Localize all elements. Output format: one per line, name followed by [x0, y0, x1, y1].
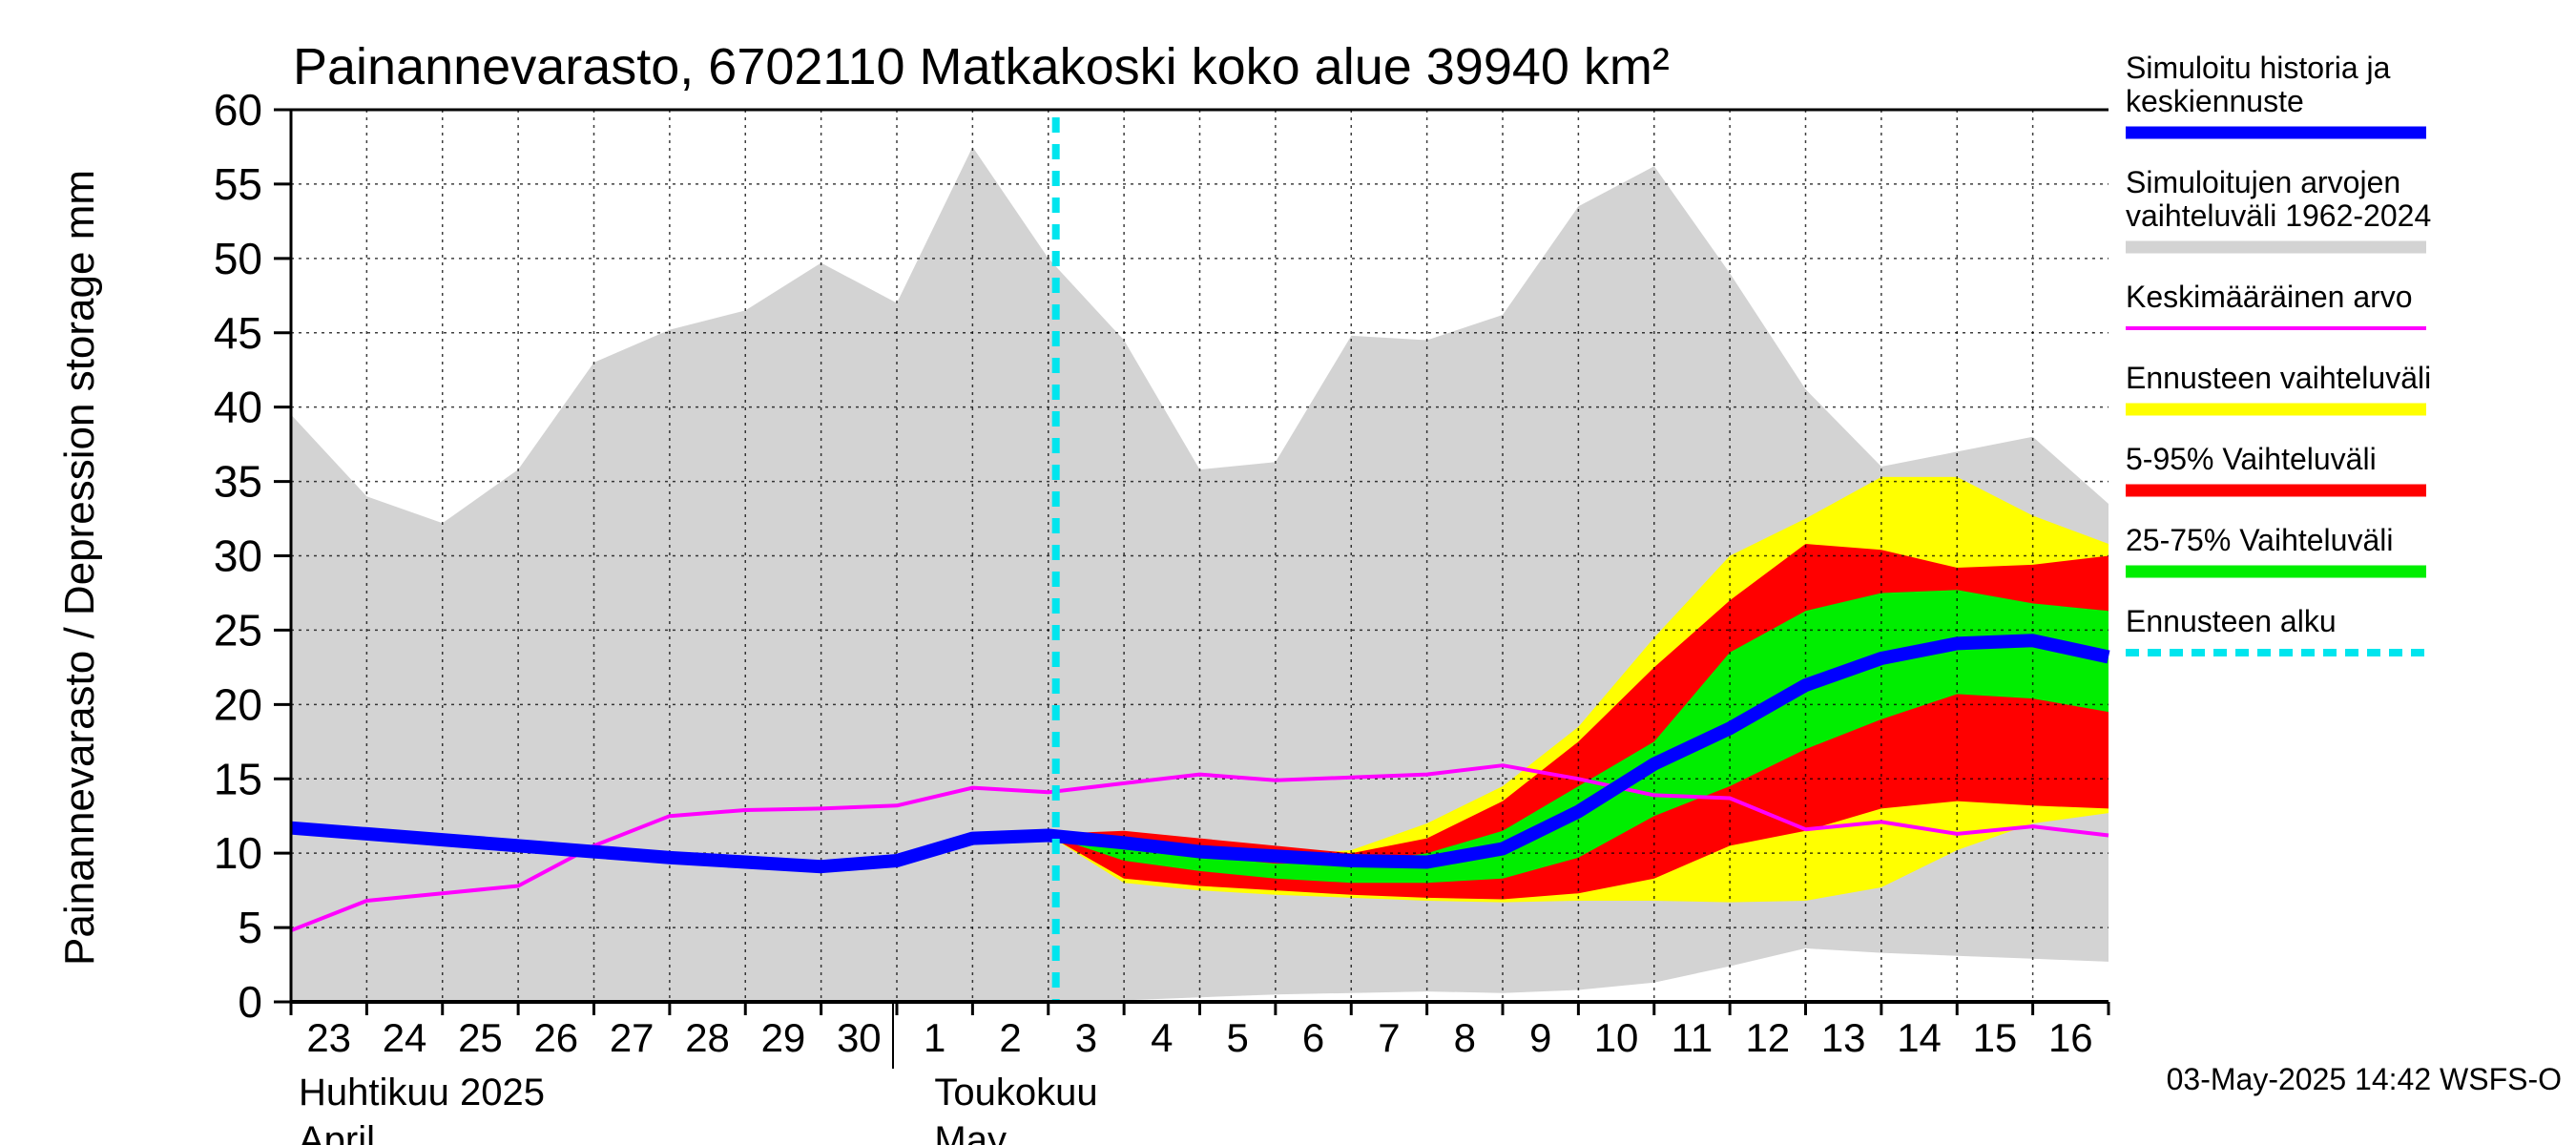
y-tick-label-60: 60 [214, 85, 262, 135]
line-simuloitu-historia-ja-keskiennuste [290, 634, 2110, 874]
month-label-0: Huhtikuu 2025 [299, 1072, 545, 1114]
month-label-1: Toukokuu [934, 1072, 1097, 1114]
x-tick-label-16: 9 [1529, 1015, 1551, 1060]
legend-label-1: Simuloitujen arvojen [2126, 165, 2400, 199]
x-tick-label-1: 24 [383, 1015, 427, 1060]
chart-title: Painannevarasto, 6702110 Matkakoski koko… [293, 38, 1670, 95]
y-tick-label-40: 40 [214, 383, 262, 432]
y-tick-label-25: 25 [214, 605, 262, 655]
y-tick-label-5: 5 [238, 903, 262, 952]
x-tick-label-13: 6 [1302, 1015, 1324, 1060]
legend-label-0-line2: keskiennuste [2126, 84, 2304, 118]
x-tick-label-2: 25 [458, 1015, 503, 1060]
band-25-75-vaihteluv-li [1048, 590, 2109, 884]
x-tick-label-4: 27 [610, 1015, 654, 1060]
x-tick-label-8: 1 [924, 1015, 945, 1060]
y-tick-label-20: 20 [214, 679, 262, 729]
x-tick-label-5: 28 [685, 1015, 730, 1060]
y-tick-label-10: 10 [214, 828, 262, 878]
x-tick-label-0: 23 [306, 1015, 351, 1060]
x-tick-label-15: 8 [1454, 1015, 1476, 1060]
x-tick-label-11: 4 [1151, 1015, 1173, 1060]
y-tick-label-15: 15 [214, 754, 262, 803]
x-tick-label-17: 10 [1594, 1015, 1639, 1060]
legend-label-6: Ennusteen alku [2126, 604, 2337, 638]
legend-label-4: 5-95% Vaihteluväli [2126, 442, 2377, 476]
y-tick-label-55: 55 [214, 159, 262, 209]
legend-label-0: Simuloitu historia ja [2126, 51, 2391, 85]
x-tick-label-6: 29 [761, 1015, 806, 1060]
x-tick-label-14: 7 [1378, 1015, 1400, 1060]
x-tick-label-10: 3 [1075, 1015, 1097, 1060]
y-axis-label: Painannevarasto / Depression storage mm [56, 170, 103, 966]
legend-label-1-line2: vaihteluväli 1962-2024 [2126, 198, 2431, 233]
y-tick-label-45: 45 [214, 308, 262, 358]
x-tick-label-23: 16 [2048, 1015, 2093, 1060]
y-tick-label-50: 50 [214, 234, 262, 283]
x-tick-label-22: 15 [1973, 1015, 2018, 1060]
x-tick-label-12: 5 [1227, 1015, 1249, 1060]
y-tick-label-0: 0 [238, 977, 262, 1027]
month-label-en-0: April [299, 1119, 375, 1145]
x-tick-label-21: 14 [1897, 1015, 1942, 1060]
legend-label-5: 25-75% Vaihteluväli [2126, 523, 2393, 557]
x-tick-label-19: 12 [1745, 1015, 1790, 1060]
x-tick-label-18: 11 [1672, 1015, 1714, 1060]
chart-bands [291, 147, 2109, 1002]
x-tick-label-9: 2 [999, 1015, 1021, 1060]
y-tick-label-35: 35 [214, 457, 262, 507]
timestamp-label: 03-May-2025 14:42 WSFS-O [2167, 1062, 2562, 1096]
x-tick-label-3: 26 [533, 1015, 578, 1060]
x-tick-label-7: 30 [837, 1015, 882, 1060]
x-tick-label-20: 13 [1821, 1015, 1866, 1060]
chart-lines [290, 117, 2110, 1002]
legend-label-2: Keskimääräinen arvo [2126, 280, 2413, 314]
y-tick-label-30: 30 [214, 531, 262, 581]
month-label-en-1: May [934, 1119, 1007, 1145]
legend-label-3: Ennusteen vaihteluväli [2126, 361, 2431, 395]
